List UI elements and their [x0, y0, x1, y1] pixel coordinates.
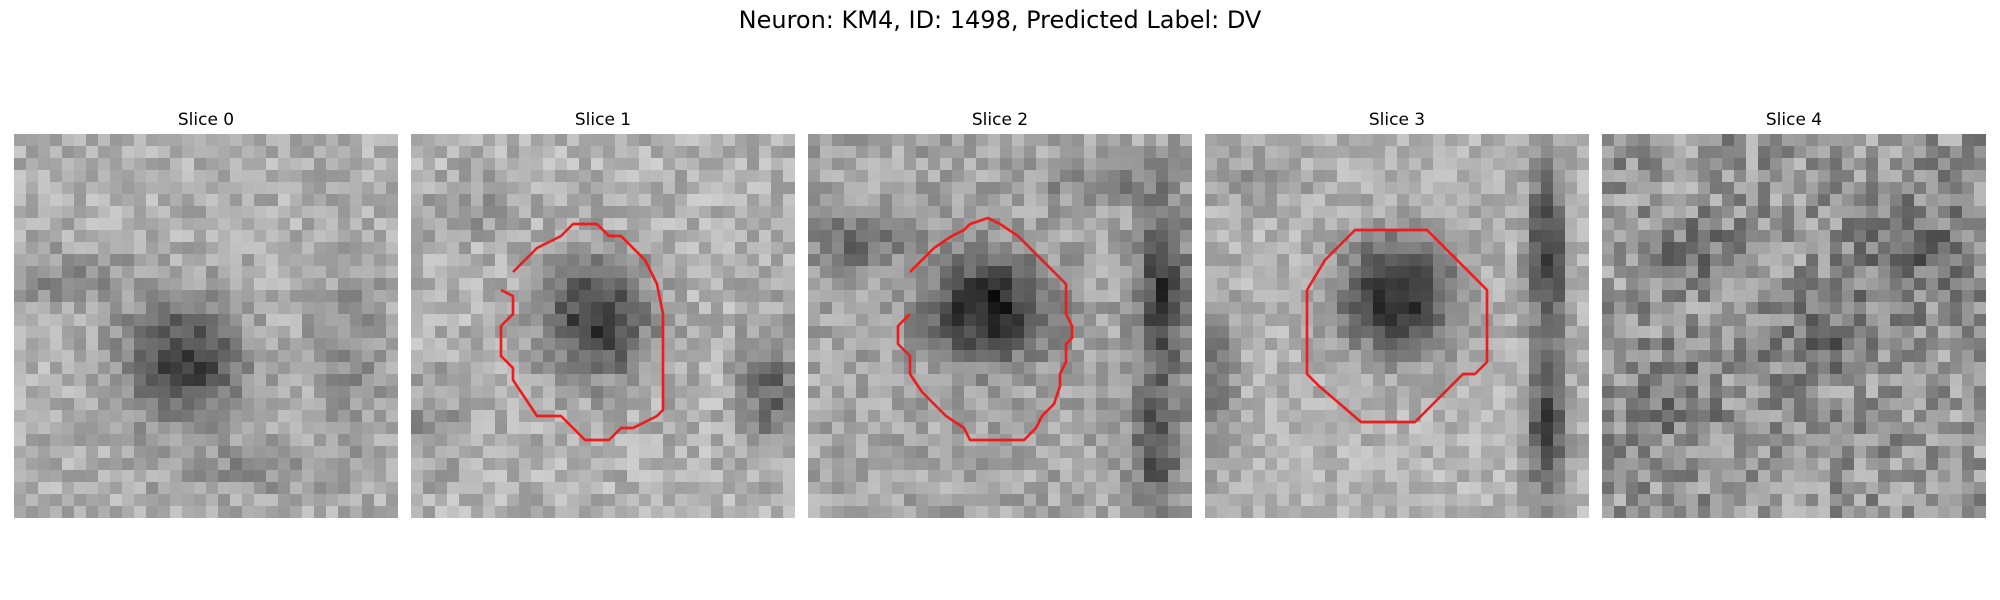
slice-1-image: [411, 134, 795, 518]
slice-3-contour: [1305, 228, 1489, 424]
slice-3-title: Slice 3: [1368, 110, 1426, 130]
slice-4-title: Slice 4: [1765, 110, 1823, 130]
slice-0-grid: [14, 134, 398, 518]
slice-0-title: Slice 0: [177, 110, 235, 130]
slice-1-title: Slice 1: [574, 110, 632, 130]
slice-3-image: [1205, 134, 1589, 518]
slice-1-grid: [411, 134, 795, 518]
slice-2-title: Slice 2: [971, 110, 1029, 130]
slice-2-image: [808, 134, 1192, 518]
slice-4-grid: [1602, 134, 1986, 518]
slice-3-grid: [1205, 134, 1589, 518]
slice-2-grid: [808, 134, 1192, 518]
figure-title: Neuron: KM4, ID: 1498, Predicted Label: …: [738, 6, 1262, 34]
slice-0-image: [14, 134, 398, 518]
slice-4-image: [1602, 134, 1986, 518]
slice-1-contour: [499, 222, 665, 442]
slice-2-contour: [896, 216, 1074, 442]
